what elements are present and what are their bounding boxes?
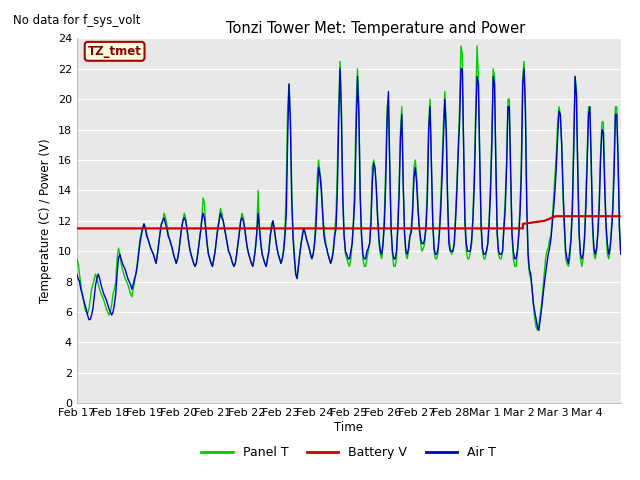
Title: Tonzi Tower Met: Temperature and Power: Tonzi Tower Met: Temperature and Power [227, 21, 525, 36]
Text: TZ_tmet: TZ_tmet [88, 45, 141, 58]
X-axis label: Time: Time [334, 421, 364, 434]
Legend: Panel T, Battery V, Air T: Panel T, Battery V, Air T [196, 442, 501, 465]
Text: No data for f_sys_volt: No data for f_sys_volt [13, 14, 140, 27]
Y-axis label: Temperature (C) / Power (V): Temperature (C) / Power (V) [39, 139, 52, 303]
